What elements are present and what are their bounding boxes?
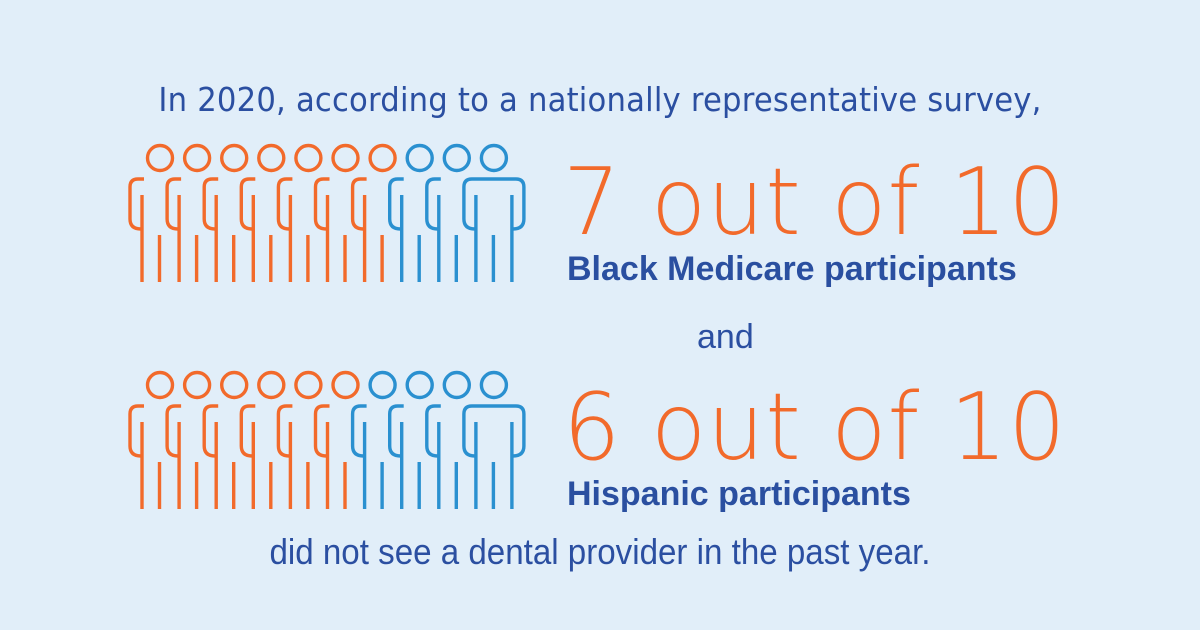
- people-pictogram-black-participants: [128, 143, 526, 282]
- person-outline-icon: [425, 370, 471, 509]
- label-hispanic-participants: Hispanic participants: [567, 475, 911, 513]
- person-outline-icon: [128, 370, 175, 509]
- person-outline-icon: [276, 143, 323, 282]
- person-outline-icon: [276, 370, 323, 509]
- person-outline-icon: [388, 370, 434, 509]
- person-outline-icon: [202, 370, 249, 509]
- person-outline-icon: [425, 143, 471, 282]
- person-outline-icon: [462, 143, 526, 282]
- person-outline-icon: [350, 370, 397, 509]
- person-outline-icon: [313, 143, 360, 282]
- stat-hispanic-participants: 6 out of 10: [563, 373, 1067, 481]
- person-outline-icon: [239, 143, 286, 282]
- person-outline-icon: [313, 370, 360, 509]
- person-outline-icon: [350, 143, 397, 282]
- person-outline-icon: [239, 370, 286, 509]
- intro-text: In 2020, according to a nationally repre…: [158, 80, 1042, 119]
- person-outline-icon: [202, 143, 249, 282]
- person-outline-icon: [165, 143, 212, 282]
- connector-text: and: [697, 318, 754, 356]
- people-pictogram-hispanic-participants: [128, 370, 526, 509]
- label-black-participants: Black Medicare participants: [567, 250, 1017, 288]
- stat-black-participants: 7 out of 10: [563, 148, 1067, 256]
- person-outline-icon: [388, 143, 434, 282]
- person-outline-icon: [462, 370, 526, 509]
- person-outline-icon: [165, 370, 212, 509]
- person-outline-icon: [128, 143, 175, 282]
- outro-text: did not see a dental provider in the pas…: [269, 531, 931, 572]
